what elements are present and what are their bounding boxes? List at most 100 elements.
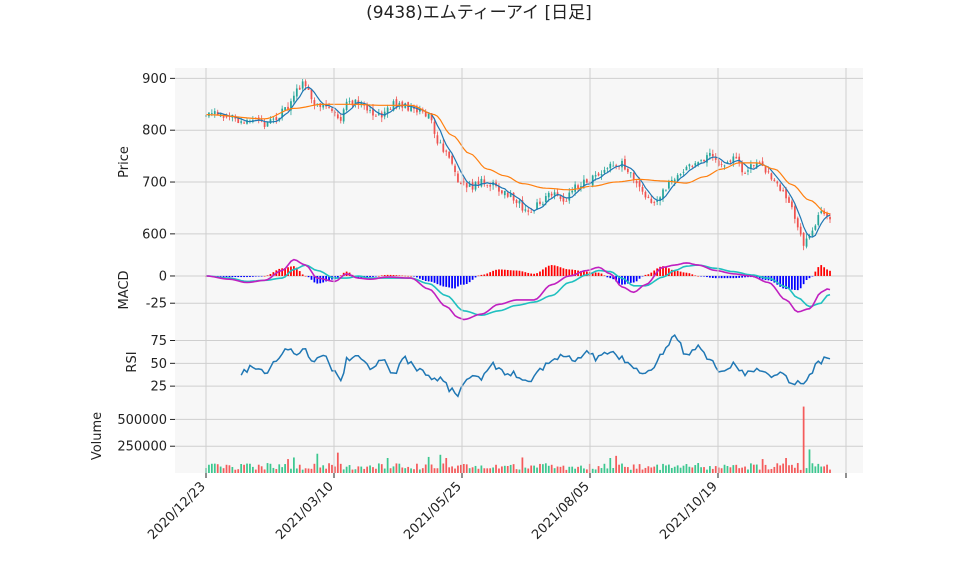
volume-bar — [568, 466, 571, 473]
candle-body — [650, 198, 653, 203]
volume-bar — [767, 469, 770, 473]
chart-title: (9438)エムティーアイ [日足] — [366, 3, 592, 23]
volume-bar — [706, 469, 708, 473]
volume-bar — [594, 469, 597, 473]
candle-body — [354, 99, 357, 104]
volume-bar — [290, 468, 292, 473]
macd-hist-bar — [506, 269, 509, 276]
candle-body — [814, 225, 817, 230]
volume-bar — [591, 468, 594, 473]
volume-bar — [533, 465, 535, 473]
volume-bar — [811, 463, 814, 473]
volume-bars — [205, 406, 831, 473]
volume-bar — [697, 463, 700, 473]
volume-bar — [542, 464, 544, 473]
volume-bar — [418, 469, 421, 473]
macd-hist-bar — [295, 267, 298, 276]
macd-hist-bar — [635, 275, 638, 282]
volume-bar — [796, 463, 799, 473]
price-panel: 600 700 800 900 Price — [117, 68, 863, 252]
macd-hist-bar — [574, 269, 577, 276]
volume-bar — [328, 463, 330, 473]
candle-body — [275, 117, 278, 120]
candle-body — [606, 168, 609, 170]
volume-bar — [272, 467, 275, 473]
macd-hist-bar — [231, 275, 234, 278]
macd-hist-bar — [410, 275, 412, 277]
macd-hist-bar — [401, 275, 404, 277]
volume-bar — [395, 463, 398, 473]
rsi-panel: 25 50 75 RSI — [125, 325, 863, 398]
volume-bar — [313, 463, 316, 473]
macd-hist-bar — [219, 275, 222, 277]
macd-hist-bar — [266, 275, 269, 276]
volume-bar — [357, 466, 360, 473]
macd-hist-bar — [600, 273, 603, 276]
macd-hist-bar — [477, 275, 480, 277]
candle-body — [542, 203, 544, 205]
macd-hist-bar — [565, 269, 568, 276]
volume-bar — [758, 469, 761, 473]
macd-hist-bar — [591, 272, 594, 276]
volume-bar — [726, 466, 729, 473]
macd-hist-bar — [612, 275, 615, 280]
macd-hist-bar — [457, 275, 459, 287]
candle-body — [788, 197, 790, 203]
volume-bar — [263, 469, 266, 473]
macd-hist-bar — [366, 275, 369, 278]
macd-hist-bar — [571, 269, 574, 276]
ytick-label: -25 — [146, 297, 167, 312]
macd-hist-bar — [521, 271, 524, 276]
candle-body — [328, 106, 330, 108]
volume-bar — [301, 469, 304, 473]
volume-bar — [222, 468, 225, 473]
volume-bar — [624, 466, 626, 473]
volume-bar — [486, 468, 489, 473]
volume-bar — [723, 464, 726, 473]
macd-hist-bar — [416, 275, 418, 278]
volume-bar — [363, 468, 366, 473]
macd-hist-bar — [626, 275, 629, 284]
macd-hist-bar — [682, 272, 685, 276]
macd-hist-bar — [714, 275, 717, 279]
macd-hist-bar — [618, 275, 620, 284]
volume-bar — [448, 467, 451, 473]
macd-hist-bar — [380, 275, 383, 276]
macd-hist-bar — [779, 275, 782, 287]
volume-bar — [254, 469, 257, 473]
macd-hist-bar — [679, 271, 682, 276]
macd-hist-bar — [254, 275, 257, 277]
macd-hist-bar — [263, 275, 266, 277]
ytick-label: 800 — [142, 124, 167, 139]
macd-hist-bar — [304, 275, 307, 277]
macd-hist-bar — [729, 275, 732, 279]
macd-hist-bar — [647, 274, 650, 276]
price-ylabel: Price — [117, 146, 132, 178]
volume-bar — [243, 464, 245, 473]
volume-bar — [389, 468, 392, 473]
volume-bar — [518, 469, 521, 473]
candle-body — [779, 184, 782, 191]
volume-bar — [351, 469, 354, 473]
volume-bar — [788, 465, 790, 473]
volume-bar — [629, 469, 632, 473]
macd-hist-bar — [298, 271, 301, 276]
volume-bar — [427, 456, 430, 473]
volume-bar — [275, 469, 278, 473]
volume-bar — [342, 469, 345, 473]
volume-panel-bg — [175, 398, 863, 473]
macd-hist-bar — [495, 269, 497, 276]
macd-hist-bar — [430, 275, 433, 282]
macd-hist-bar — [829, 270, 831, 276]
macd-hist-bar — [357, 275, 360, 279]
macd-hist-bar — [556, 266, 559, 276]
candle-body — [530, 211, 533, 213]
volume-bar — [269, 463, 272, 473]
candle-body — [539, 201, 541, 205]
volume-bar — [471, 467, 474, 473]
candle-body — [553, 192, 556, 196]
macd-hist-bar — [427, 275, 430, 282]
volume-bar — [553, 468, 556, 473]
macd-hist-bar — [542, 269, 544, 276]
